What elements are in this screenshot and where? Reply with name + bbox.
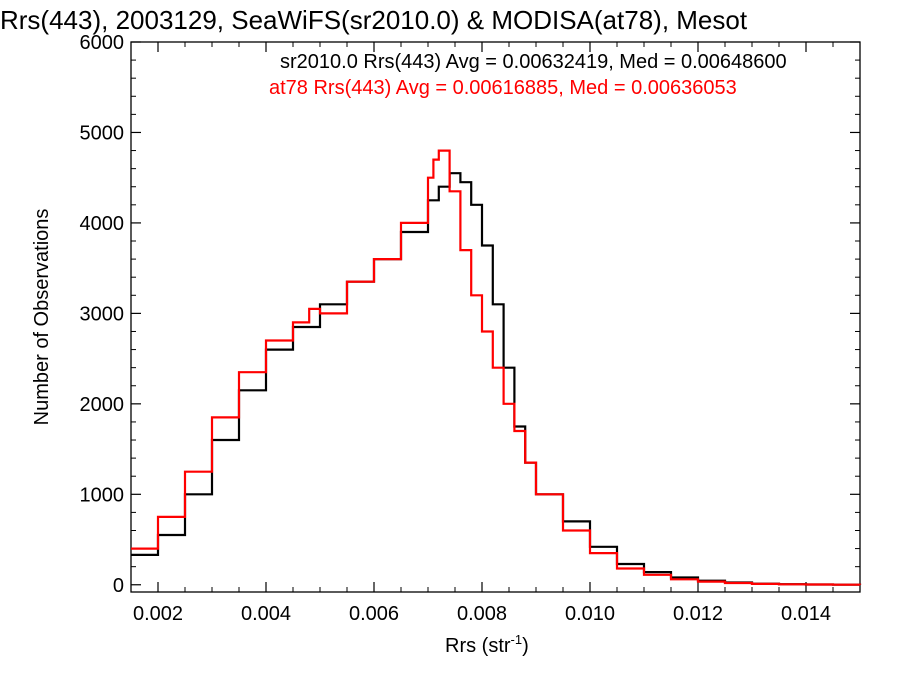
y-axis-label: Number of Observations [31, 209, 53, 426]
y-tick-label: 1000 [80, 484, 125, 506]
x-axis-label-main: Rrs (str [445, 635, 511, 657]
y-tick-label: 3000 [80, 303, 125, 325]
y-tick-label: 6000 [80, 32, 125, 54]
axis-tick-labels: 0.002 0.004 0.006 0.008 0.010 0.012 0.014 0 1000… [80, 32, 832, 625]
y-tick-label: 2000 [80, 394, 125, 416]
y-tick-label: 5000 [80, 122, 125, 144]
axis-ticks [130, 41, 861, 592]
legend-entry-at78: at78 Rrs(443) Avg = 0.00616885, Med = 0.… [269, 77, 737, 99]
x-tick-label: 0.004 [241, 603, 291, 625]
series-line-sr2010 [131, 172, 862, 586]
x-axis-label: Rrs (str-1) [445, 632, 529, 657]
x-tick-label: 0.002 [133, 603, 183, 625]
y-tick-label: 0 [113, 575, 124, 597]
series-line-at78 [131, 149, 862, 586]
chart-title: Rrs(443), 2003129, SeaWiFS(sr2010.0) & M… [0, 5, 748, 35]
x-axis-label-end: ) [522, 635, 529, 657]
plot-frame [130, 41, 861, 593]
series-group [131, 149, 862, 586]
legend-entry-sr2010: sr2010.0 Rrs(443) Avg = 0.00632419, Med … [280, 51, 787, 73]
x-tick-label: 0.010 [565, 603, 615, 625]
x-tick-label: 0.006 [349, 603, 399, 625]
y-tick-label: 4000 [80, 213, 125, 235]
x-tick-label: 0.012 [673, 603, 723, 625]
x-axis-label-superscript: -1 [511, 632, 523, 647]
x-tick-label: 0.008 [457, 603, 507, 625]
x-tick-label: 0.014 [781, 603, 831, 625]
